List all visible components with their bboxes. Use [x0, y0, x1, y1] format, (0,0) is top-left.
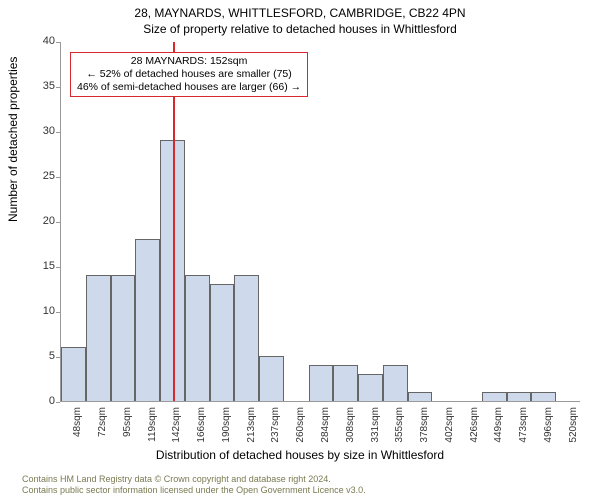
histogram-bar [135, 239, 160, 401]
x-tick-label: 48sqm [72, 407, 83, 447]
y-tick-mark [56, 87, 60, 88]
callout-line: 28 MAYNARDS: 152sqm [77, 55, 301, 68]
x-tick-label: 355sqm [394, 407, 405, 447]
footer-line2: Contains public sector information licen… [22, 485, 366, 496]
y-tick-mark [56, 267, 60, 268]
x-tick-label: 142sqm [171, 407, 182, 447]
x-tick-label: 426sqm [469, 407, 480, 447]
histogram-bar [358, 374, 383, 401]
x-tick-label: 213sqm [246, 407, 257, 447]
histogram-bar [111, 275, 136, 401]
x-axis-label: Distribution of detached houses by size … [0, 448, 600, 462]
y-tick-label: 20 [0, 215, 55, 227]
histogram-bar [234, 275, 259, 401]
x-tick-label: 190sqm [221, 407, 232, 447]
histogram-bar [408, 392, 433, 401]
x-tick-label: 520sqm [568, 407, 579, 447]
chart-title-line2: Size of property relative to detached ho… [0, 22, 600, 36]
histogram-bar [383, 365, 408, 401]
y-tick-mark [56, 222, 60, 223]
y-tick-label: 35 [0, 80, 55, 92]
y-tick-label: 10 [0, 305, 55, 317]
x-tick-label: 473sqm [518, 407, 529, 447]
x-tick-label: 496sqm [543, 407, 554, 447]
y-tick-label: 15 [0, 260, 55, 272]
y-tick-mark [56, 177, 60, 178]
histogram-bar [333, 365, 358, 401]
x-tick-label: 402sqm [444, 407, 455, 447]
y-tick-mark [56, 357, 60, 358]
callout-line: 46% of semi-detached houses are larger (… [77, 81, 301, 94]
y-tick-label: 5 [0, 350, 55, 362]
callout-box: 28 MAYNARDS: 152sqm← 52% of detached hou… [70, 52, 308, 97]
x-tick-label: 95sqm [122, 407, 133, 447]
x-tick-label: 331sqm [370, 407, 381, 447]
y-tick-mark [56, 42, 60, 43]
x-tick-label: 260sqm [295, 407, 306, 447]
histogram-bar [482, 392, 507, 401]
x-tick-label: 449sqm [493, 407, 504, 447]
histogram-bar [185, 275, 210, 401]
y-tick-mark [56, 402, 60, 403]
histogram-bar [531, 392, 556, 401]
y-tick-label: 25 [0, 170, 55, 182]
footer-attribution: Contains HM Land Registry data © Crown c… [22, 474, 366, 496]
x-tick-label: 119sqm [147, 407, 158, 447]
histogram-bar [61, 347, 86, 401]
x-tick-label: 284sqm [320, 407, 331, 447]
histogram-bar [210, 284, 235, 401]
chart-container: 28, MAYNARDS, WHITTLESFORD, CAMBRIDGE, C… [0, 0, 600, 500]
histogram-bar [507, 392, 532, 401]
y-tick-label: 0 [0, 395, 55, 407]
histogram-bar [259, 356, 284, 401]
y-tick-label: 30 [0, 125, 55, 137]
x-tick-label: 166sqm [196, 407, 207, 447]
y-tick-label: 40 [0, 35, 55, 47]
x-tick-label: 378sqm [419, 407, 430, 447]
histogram-bar [86, 275, 111, 401]
x-tick-label: 72sqm [97, 407, 108, 447]
footer-line1: Contains HM Land Registry data © Crown c… [22, 474, 366, 485]
x-tick-label: 308sqm [345, 407, 356, 447]
callout-line: ← 52% of detached houses are smaller (75… [77, 68, 301, 81]
y-tick-mark [56, 312, 60, 313]
y-tick-mark [56, 132, 60, 133]
chart-title-line1: 28, MAYNARDS, WHITTLESFORD, CAMBRIDGE, C… [0, 6, 600, 20]
x-tick-label: 237sqm [270, 407, 281, 447]
histogram-bar [309, 365, 334, 401]
